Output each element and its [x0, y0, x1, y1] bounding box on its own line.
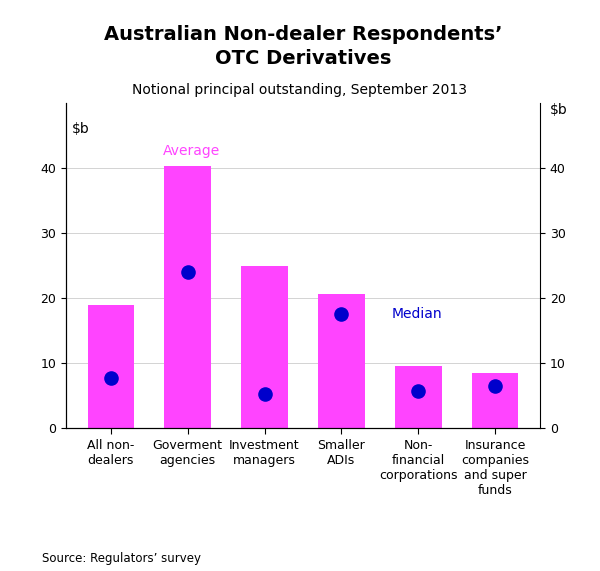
Point — [337, 309, 346, 319]
Text: $b: $b — [550, 103, 567, 117]
Text: Source: Regulators’ survey: Source: Regulators’ survey — [42, 552, 201, 565]
Text: Average: Average — [163, 144, 220, 158]
Bar — [472, 373, 518, 428]
Title: Australian Non-dealer Respondents’
OTC Derivatives: Australian Non-dealer Respondents’ OTC D… — [104, 25, 502, 68]
Bar — [395, 367, 442, 428]
Point — [260, 390, 269, 399]
Text: Notional principal outstanding, September 2013: Notional principal outstanding, Septembe… — [133, 83, 467, 97]
Point — [491, 381, 500, 391]
Bar — [241, 266, 287, 428]
Bar — [319, 293, 365, 428]
Bar — [164, 166, 211, 428]
Bar — [88, 304, 134, 428]
Point — [106, 373, 115, 383]
Text: $b: $b — [72, 122, 90, 136]
Point — [413, 387, 423, 396]
Point — [183, 267, 193, 276]
Text: Median: Median — [391, 307, 442, 321]
